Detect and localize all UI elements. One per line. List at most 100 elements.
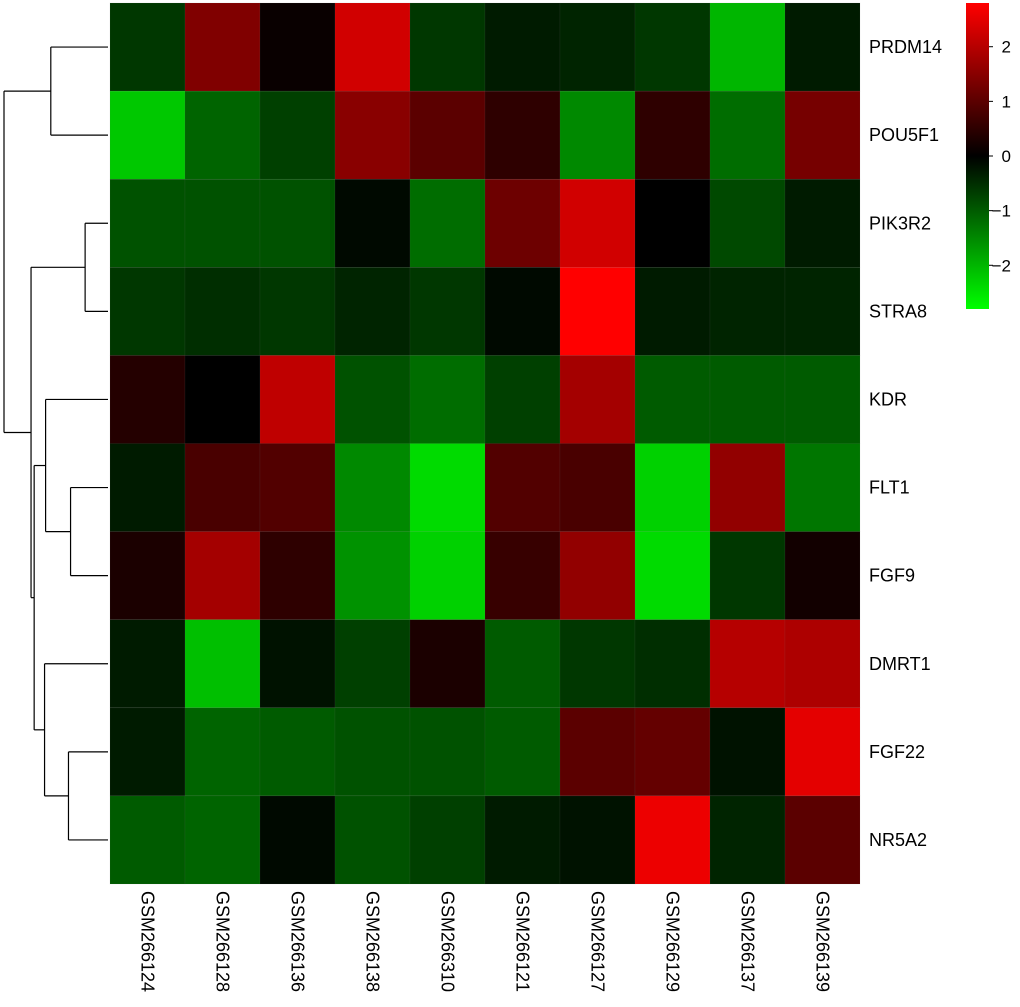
heatmap-cell bbox=[484, 443, 561, 532]
heatmap-cell bbox=[634, 707, 711, 797]
row-label: FGF9 bbox=[869, 566, 915, 586]
heatmap-cell bbox=[784, 795, 861, 885]
heatmap-cell bbox=[409, 2, 486, 92]
heatmap-cell bbox=[259, 707, 336, 797]
heatmap-cell bbox=[259, 178, 336, 268]
heatmap-cell bbox=[634, 531, 711, 620]
heatmap-cell bbox=[559, 178, 636, 268]
heatmap-cell bbox=[784, 266, 861, 356]
heatmap-cell bbox=[109, 90, 186, 180]
heatmap-cell bbox=[484, 2, 561, 92]
heatmap-cell bbox=[259, 619, 336, 709]
heatmap-cell bbox=[184, 178, 261, 268]
row-label: NR5A2 bbox=[869, 830, 927, 850]
row-dendrogram bbox=[3, 46, 108, 841]
column-labels: GSM266124 GSM266128 GSM266136 GSM266138 GSM2… bbox=[138, 891, 833, 992]
heatmap-cell bbox=[109, 795, 186, 885]
heatmap-cell bbox=[559, 619, 636, 709]
heatmap-cell bbox=[259, 531, 336, 620]
heatmap-cell bbox=[334, 178, 411, 268]
heatmap-cell bbox=[109, 355, 186, 444]
heatmap-cell bbox=[634, 795, 711, 885]
heatmap-cell bbox=[709, 531, 786, 620]
heatmap-cell bbox=[484, 707, 561, 797]
heatmap-cell bbox=[634, 355, 711, 444]
heatmap-cell bbox=[409, 531, 486, 620]
column-label: GSM266124 bbox=[138, 891, 158, 992]
row-labels: PRDM14 POU5F1 PIK3R2 STRA8 KDR FLT1 FGF9 DMRT1 F… bbox=[869, 37, 942, 850]
heatmap-cell bbox=[709, 443, 786, 532]
heatmap-cell bbox=[634, 2, 711, 92]
heatmap-cell bbox=[484, 90, 561, 180]
row-label: STRA8 bbox=[869, 301, 927, 321]
heatmap-cell bbox=[409, 795, 486, 885]
heatmap-cells bbox=[109, 2, 861, 885]
column-label: GSM266138 bbox=[363, 891, 383, 992]
heatmap-cell bbox=[634, 266, 711, 356]
heatmap-cell bbox=[484, 531, 561, 620]
heatmap-cell bbox=[109, 531, 186, 620]
heatmap-cell bbox=[109, 619, 186, 709]
column-label: GSM266129 bbox=[663, 891, 683, 992]
heatmap-cell bbox=[784, 178, 861, 268]
heatmap-cell bbox=[409, 266, 486, 356]
column-label: GSM266127 bbox=[588, 891, 608, 992]
heatmap-cell bbox=[709, 266, 786, 356]
heatmap-cell bbox=[334, 531, 411, 620]
heatmap-cell bbox=[484, 266, 561, 356]
heatmap-cell bbox=[784, 90, 861, 180]
heatmap-cell bbox=[559, 531, 636, 620]
legend-tick-label: 0 bbox=[1002, 147, 1011, 166]
column-label: GSM266139 bbox=[813, 891, 833, 992]
color-legend: 2 1 0 −1 −2 bbox=[966, 3, 1011, 309]
heatmap-cell bbox=[259, 795, 336, 885]
heatmap-cell bbox=[784, 707, 861, 797]
row-label: PIK3R2 bbox=[869, 213, 931, 233]
heatmap-cell bbox=[709, 178, 786, 268]
heatmap-cell bbox=[709, 619, 786, 709]
heatmap-cell bbox=[184, 795, 261, 885]
heatmap-cell bbox=[334, 619, 411, 709]
heatmap-cell bbox=[559, 355, 636, 444]
heatmap-cell bbox=[784, 531, 861, 620]
heatmap-cell bbox=[184, 707, 261, 797]
legend-tick-label: −2 bbox=[992, 256, 1011, 275]
heatmap-cell bbox=[109, 178, 186, 268]
heatmap-cell bbox=[109, 2, 186, 92]
heatmap-cell bbox=[184, 531, 261, 620]
heatmap-cell bbox=[559, 90, 636, 180]
heatmap-cell bbox=[484, 355, 561, 444]
legend-tick-label: 2 bbox=[1002, 38, 1011, 57]
heatmap-cell bbox=[634, 443, 711, 532]
heatmap-cell bbox=[334, 355, 411, 444]
heatmap-cell bbox=[334, 795, 411, 885]
heatmap-cell bbox=[109, 443, 186, 532]
heatmap-cell bbox=[259, 443, 336, 532]
heatmap-cell bbox=[559, 707, 636, 797]
heatmap-cell bbox=[784, 443, 861, 532]
heatmap-cell bbox=[334, 2, 411, 92]
column-label: GSM266137 bbox=[738, 891, 758, 992]
heatmap-cell bbox=[634, 178, 711, 268]
heatmap-cell bbox=[184, 266, 261, 356]
heatmap-cell bbox=[409, 443, 486, 532]
heatmap-cell bbox=[559, 2, 636, 92]
heatmap-cell bbox=[784, 2, 861, 92]
heatmap-cell bbox=[259, 90, 336, 180]
heatmap-cell bbox=[484, 795, 561, 885]
heatmap-cell bbox=[334, 266, 411, 356]
heatmap-cell bbox=[709, 355, 786, 444]
column-label: GSM266136 bbox=[288, 891, 308, 992]
heatmap-cell bbox=[559, 443, 636, 532]
row-label: PRDM14 bbox=[869, 37, 942, 57]
heatmap-cell bbox=[409, 619, 486, 709]
heatmap-cell bbox=[409, 707, 486, 797]
heatmap-cell bbox=[109, 266, 186, 356]
row-label: POU5F1 bbox=[869, 125, 939, 145]
legend-tick-label: 1 bbox=[1002, 92, 1011, 111]
heatmap-cell bbox=[109, 707, 186, 797]
column-label: GSM266310 bbox=[438, 891, 458, 992]
heatmap-cell bbox=[634, 90, 711, 180]
heatmap-cell bbox=[184, 443, 261, 532]
